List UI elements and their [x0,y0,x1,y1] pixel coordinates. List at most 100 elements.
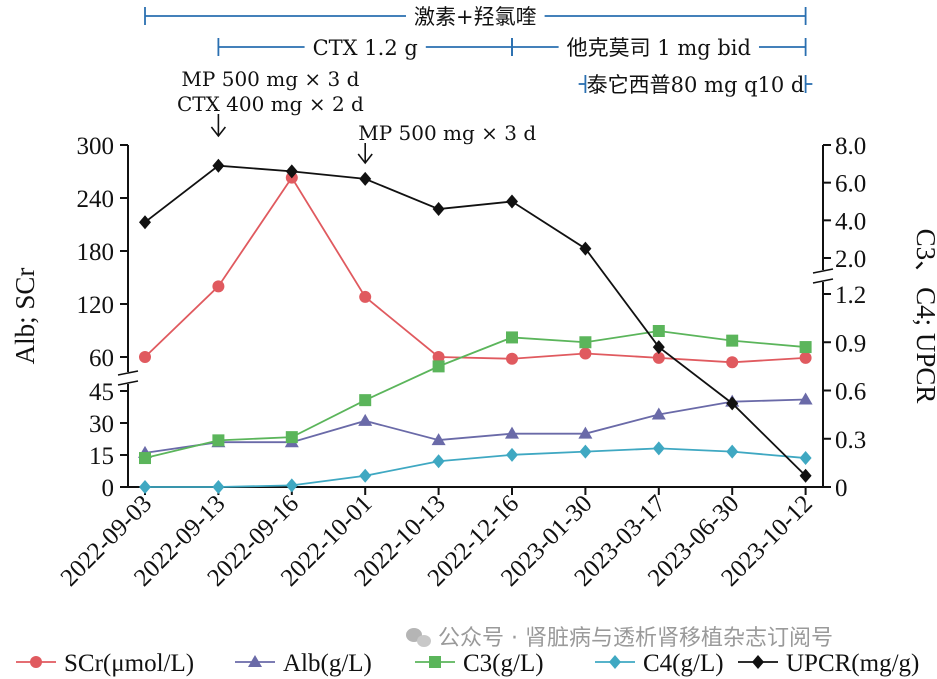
treatment-bracket: 激素+羟氯喹 [144,5,807,29]
data-point [799,351,812,364]
data-point [506,194,518,209]
data-point [726,356,739,369]
legend-label: C3(g/L) [463,650,544,677]
legend-item: Alb(g/L) [235,650,372,677]
legend-label: C4(g/L) [643,650,724,677]
legend-marker [30,656,42,668]
treatment-bracket: 泰它西普80 mg q10 d [578,73,813,97]
data-point [139,215,151,230]
data-point [726,444,739,459]
dose-annotation: MP 500 mg × 3 d [357,121,536,165]
series-c4 [139,441,812,494]
data-point [432,202,445,217]
data-point [432,360,445,373]
data-point [798,392,813,405]
legend: SCr(μmol/L) Alb(g/L) C3(g/L) C4(g/L) UPCR(mg… [16,650,919,677]
right-axis-break-mark [812,278,834,284]
series-line [144,164,807,477]
data-point [652,441,665,456]
legend-item: SCr(μmol/L) [16,650,194,677]
data-point [506,447,518,462]
watermark: 公众号 · 肾脏病与透析肾移植杂志订阅号 [406,626,833,651]
series-line [145,447,806,488]
data-point [139,480,151,494]
left-axis-break-mark [117,380,139,386]
legend-marker [429,656,441,668]
data-point [651,407,666,420]
annotation-text: MP 500 mg × 3 d [358,121,536,145]
left-tick-label: 300 [77,133,115,160]
series-line [144,176,806,364]
data-point [358,413,373,426]
legend-label: Alb(g/L) [283,650,372,677]
data-series [138,158,813,494]
legend-marker [609,655,621,669]
data-point [579,241,592,256]
data-point [432,454,445,469]
annotation-arrowhead [357,153,373,165]
legend-marker [752,655,764,669]
data-point [285,478,298,493]
legend-label: UPCR(mg/g) [786,650,919,677]
data-point [578,426,593,439]
data-point [799,341,812,354]
series-line [144,330,806,459]
data-point [799,451,812,466]
data-point [212,480,225,494]
data-point [799,468,812,483]
annotation-text: MP 500 mg × 3 d [181,67,359,91]
right-tick-label: 2.0 [835,246,866,273]
data-point [652,324,665,337]
data-point [359,394,372,407]
series-line [144,398,806,454]
data-point [726,396,739,411]
data-point [652,351,665,364]
data-point [505,426,519,439]
legend-item: UPCR(mg/g) [738,650,919,677]
legend-marker [248,655,262,667]
data-point [359,290,372,303]
series-alb [138,392,813,458]
right-axis-break-mark [812,268,834,274]
data-point [212,158,225,173]
series-scr [139,171,812,369]
left-tick-label: 30 [89,411,114,438]
right-tick-label: 0.9 [835,330,866,357]
right-axis-title: C3、C4; UPCR [911,229,937,404]
left-tick-label: 60 [89,345,114,372]
data-point [139,351,151,363]
legend-label: SCr(μmol/L) [64,650,194,677]
data-point [579,444,592,459]
left-tick-label: 45 [89,379,114,406]
data-point [579,336,592,349]
watermark-text: 公众号 · 肾脏病与透析肾移植杂志订阅号 [438,626,833,651]
left-tick-label: 240 [77,186,115,213]
right-tick-label: 0.3 [835,427,866,454]
data-point [431,433,446,446]
left-tick-label: 15 [89,443,114,470]
right-tick-label: 0 [835,475,848,502]
data-point [506,331,518,344]
left-axis-break-mark [117,370,139,376]
watermark-group: 公众号 · 肾脏病与透析肾移植杂志订阅号 [406,626,833,651]
treatment-label: CTX 1.2 g [313,36,418,60]
right-tick-label: 1.2 [835,282,866,309]
annotation-arrowhead [210,126,227,138]
treatment-bracket: CTX 1.2 g [217,36,513,60]
left-axis-title: Alb; SCr [10,268,40,365]
legend-item: C4(g/L) [595,650,724,677]
left-tick-label: 120 [77,292,115,319]
data-point [652,340,665,355]
treatment-label: 泰它西普80 mg q10 d [587,73,805,97]
data-point [359,171,372,186]
data-point [285,431,298,444]
left-tick-label: 0 [102,475,115,502]
wechat-icon-bubble [417,635,431,647]
treatment-bracket: 他克莫司 1 mg bid [511,36,807,60]
data-point [726,334,739,347]
right-tick-label: 6.0 [835,171,866,198]
left-tick-label: 180 [77,239,115,266]
data-point [579,347,592,360]
axes: 300 240 180 120 60 45 30 15 0 8.0 6.0 4.0 2.0 1.2 0.9 0… [10,133,937,592]
